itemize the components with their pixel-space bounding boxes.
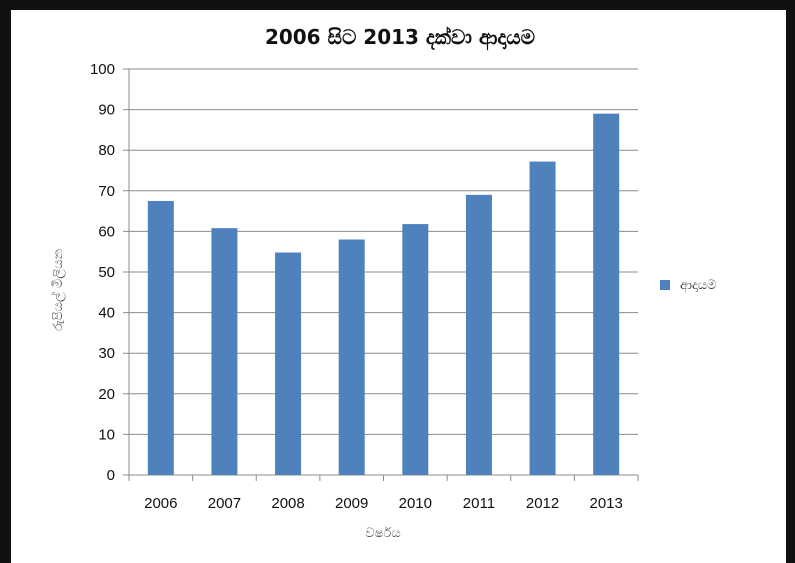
x-tick-label: 2006 [144,495,177,512]
x-axis-title: වර්ෂය [365,525,400,541]
legend-label: ආදායම [680,278,716,293]
y-tick-label: 90 [98,102,115,119]
y-tick-label: 100 [90,61,115,78]
y-tick-label: 60 [98,223,115,240]
x-tick-label: 2007 [208,495,241,512]
y-tick-label: 40 [98,305,115,322]
y-tick-label: 30 [98,345,115,362]
bar-2012 [529,161,556,475]
y-tick-label: 80 [98,142,115,159]
y-tick-label: 10 [98,426,115,443]
bar-2007 [211,228,238,475]
x-tick-labels: 2006 2007 2008 2009 2010 2011 2012 2013 [144,495,623,512]
x-tick-label: 2010 [399,495,432,512]
axes [128,69,639,481]
x-tick-label: 2013 [590,495,623,512]
top-border [0,0,795,10]
y-tick-label: 0 [107,467,115,484]
bar-2011 [465,194,492,476]
gridlines [123,68,638,476]
x-tick-label: 2011 [463,495,495,512]
y-tick-label: 20 [98,386,115,403]
x-tick-label: 2008 [271,495,304,512]
bar-2010 [402,224,429,475]
bar-2008 [275,252,302,475]
chart-title: 2006 සිට 2013 දක්වා ආදායම [265,25,535,51]
y-tick-labels: 0 10 20 30 40 50 60 70 80 90 100 [90,61,115,484]
x-tick-label: 2012 [526,495,559,512]
right-border [786,0,795,563]
bars [147,113,620,476]
x-tick-label: 2009 [335,495,368,512]
bar-2009 [338,239,365,475]
left-border [0,0,11,563]
y-tick-label: 70 [98,183,115,200]
bar-2006 [147,200,174,475]
y-axis-title: රුපියල් මිලියන [50,248,66,331]
legend-swatch [660,280,670,290]
legend: ආදායම [660,278,716,293]
y-tick-label: 50 [98,264,115,281]
bar-2013 [593,113,620,475]
